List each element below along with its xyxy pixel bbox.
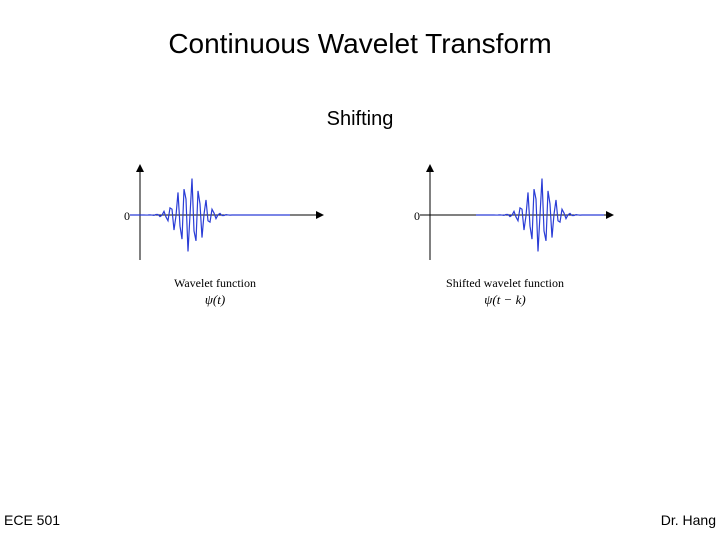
footer-author: Dr. Hang: [661, 512, 716, 528]
caption-text: Wavelet function: [174, 276, 256, 290]
wavelet-plot-shifted: 0: [390, 160, 620, 270]
zero-label: 0: [124, 209, 130, 223]
x-axis-arrow: [316, 211, 324, 219]
x-axis-arrow: [606, 211, 614, 219]
caption-text: Shifted wavelet function: [446, 276, 564, 290]
page-title: Continuous Wavelet Transform: [0, 28, 720, 60]
caption-formula: ψ(t): [205, 292, 225, 307]
figure-caption: Wavelet function ψ(t): [174, 276, 256, 308]
caption-formula: ψ(t − k): [484, 292, 525, 307]
figure-wavelet-original: 0 Wavelet function ψ(t): [100, 160, 330, 308]
wavelet-plot-original: 0: [100, 160, 330, 270]
wavelet-curve: [476, 179, 604, 252]
y-axis-arrow: [426, 164, 434, 172]
figure-wavelet-shifted: 0 Shifted wavelet function ψ(t − k): [390, 160, 620, 308]
y-axis-arrow: [136, 164, 144, 172]
zero-label: 0: [414, 209, 420, 223]
figures-row: 0 Wavelet function ψ(t) 0 Shifted wavele…: [0, 160, 720, 308]
page-subtitle: Shifting: [0, 108, 720, 131]
figure-caption: Shifted wavelet function ψ(t − k): [446, 276, 564, 308]
footer-course: ECE 501: [4, 512, 60, 528]
